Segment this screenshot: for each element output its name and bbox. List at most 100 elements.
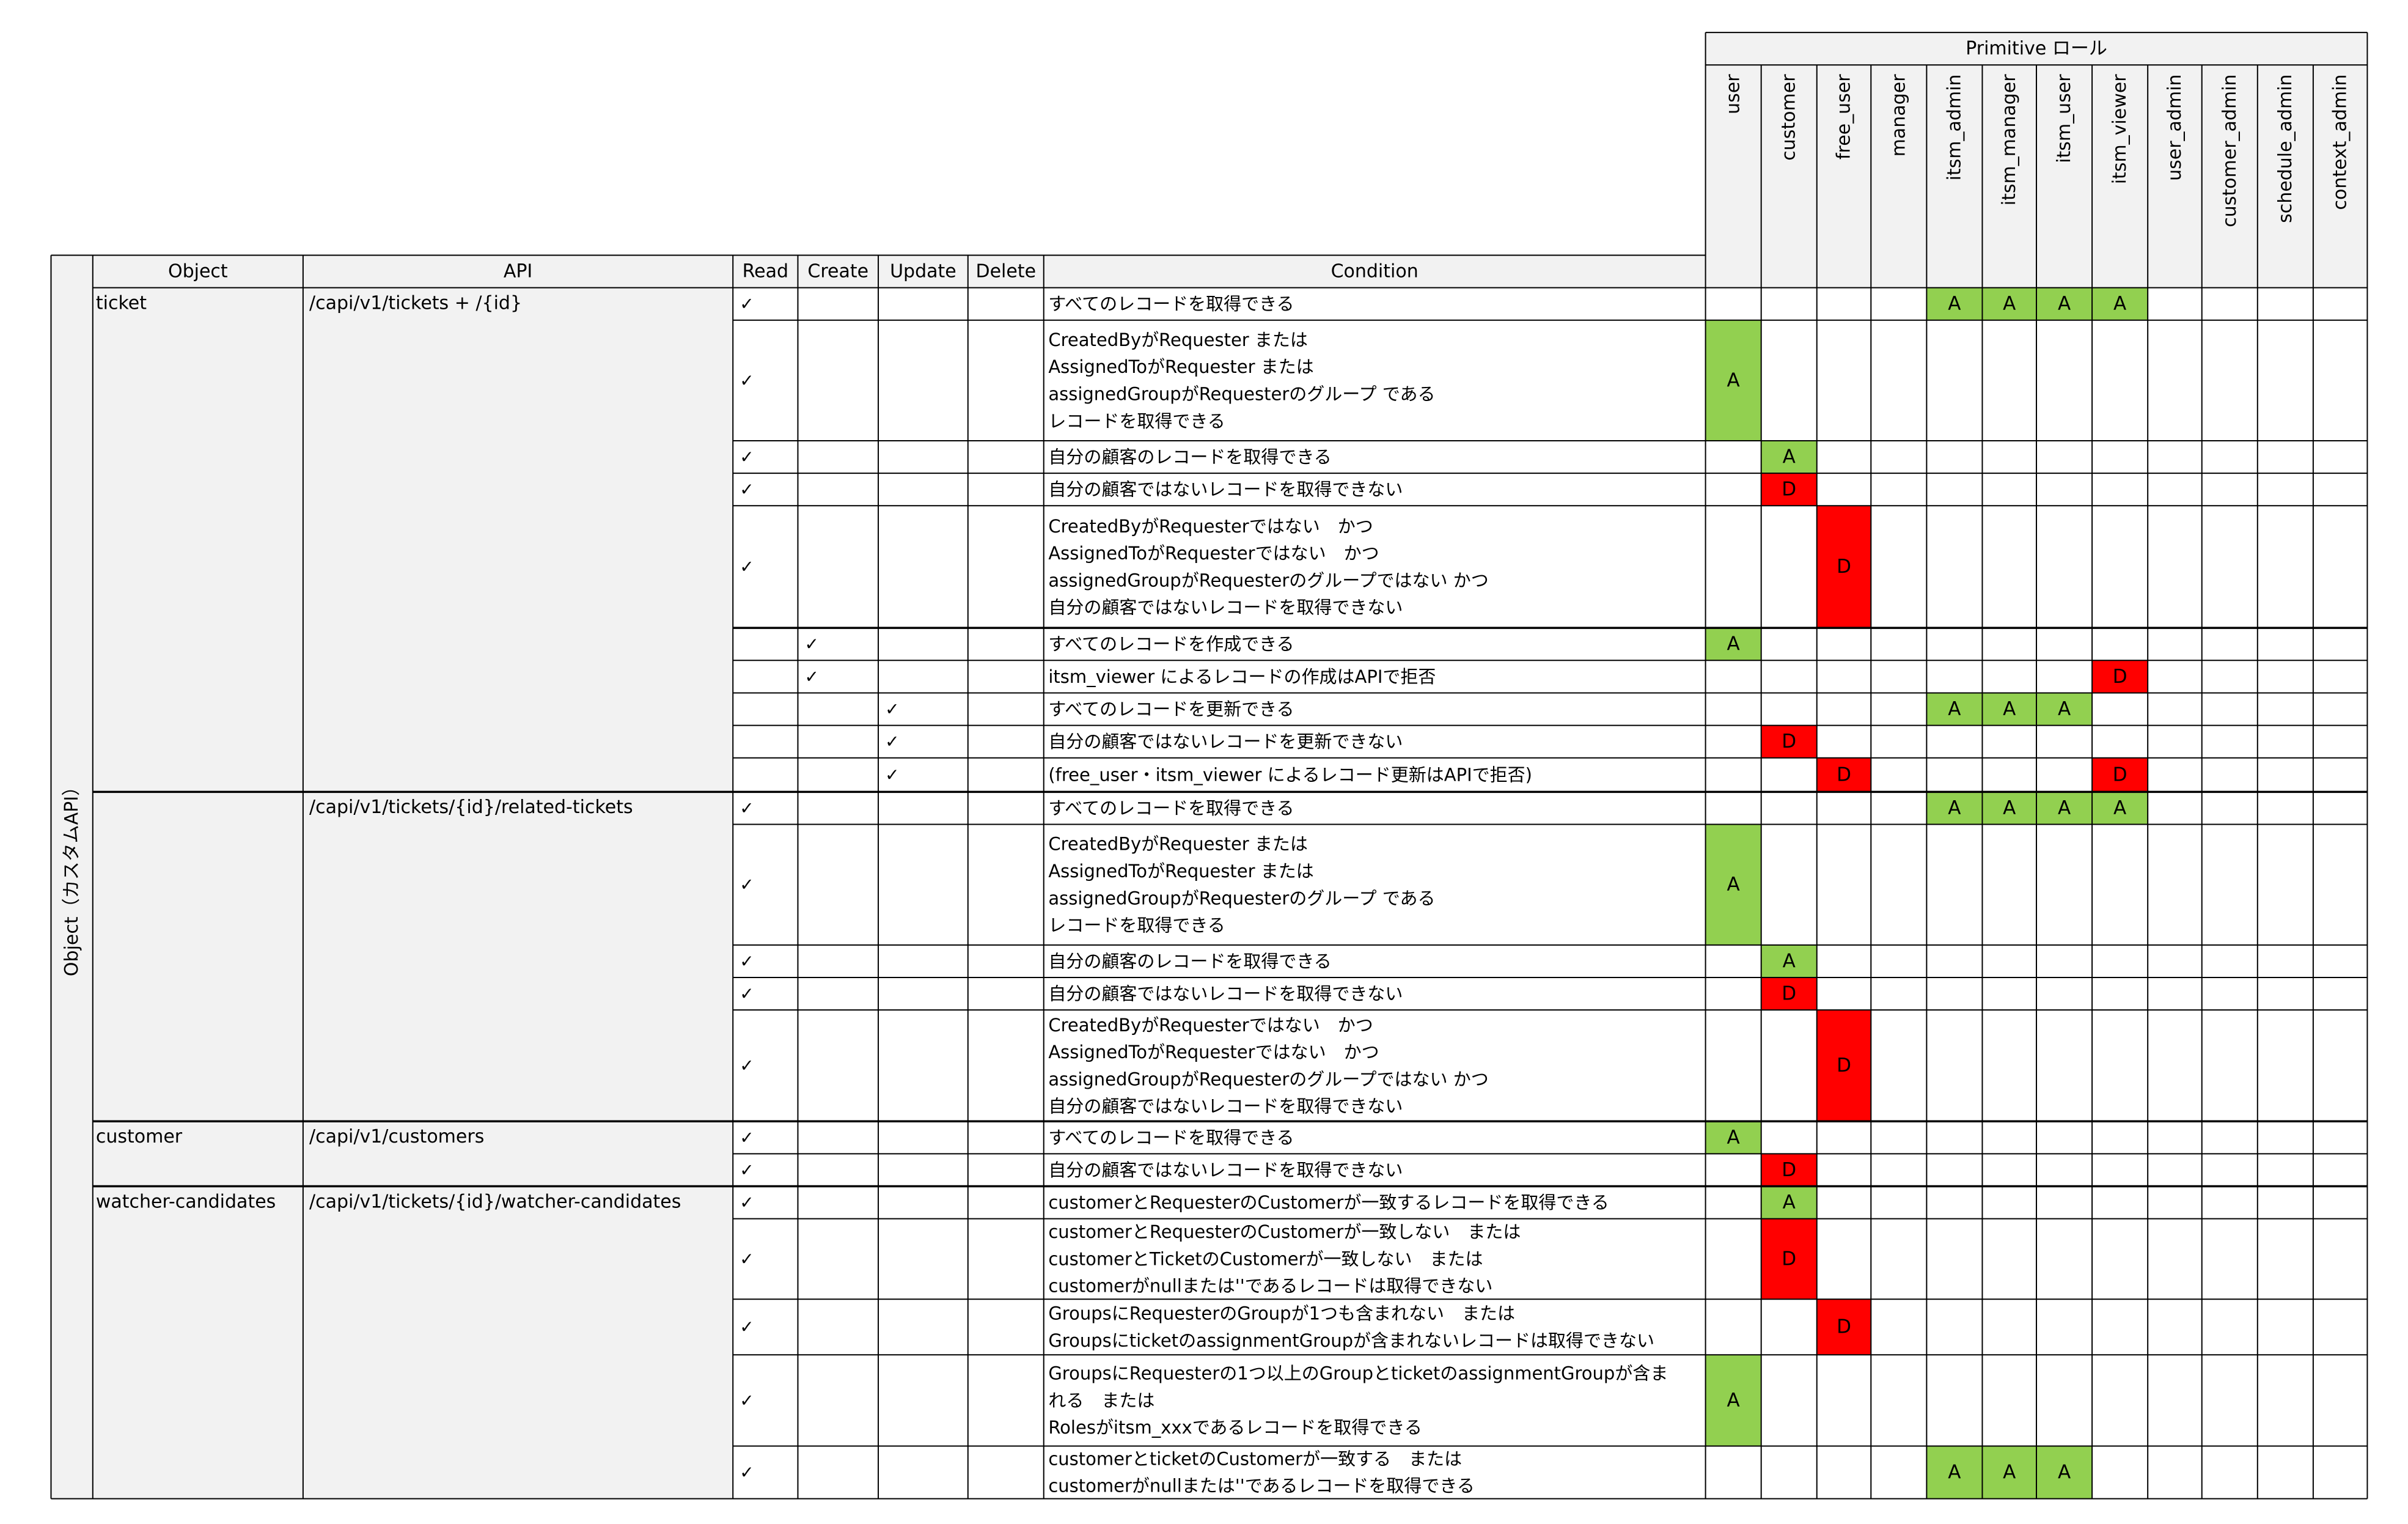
perm-value: D <box>2113 764 2127 786</box>
perm-cell-user <box>1705 628 1761 661</box>
perm-cell-free_user <box>1816 506 1871 628</box>
condition-text: 自分の顧客のレコードを取得できる <box>1048 447 1331 468</box>
perm-value: A <box>2113 797 2126 819</box>
condition-text: レコードを取得できる <box>1048 411 1225 432</box>
role-header-context_admin: context_admin <box>2330 74 2351 210</box>
crud-check: ✓ <box>740 984 754 1004</box>
condition-text: CreatedByがRequesterではない かつ <box>1048 516 1373 537</box>
side-label-band <box>51 255 93 1499</box>
condition-text: itsm_viewer によるレコードの作成はAPIで拒否 <box>1048 666 1436 687</box>
perm-cell-itsm_user <box>2036 1446 2093 1499</box>
perm-value: D <box>1837 1316 1851 1338</box>
object-api-band <box>92 792 733 1122</box>
crud-check: ✓ <box>805 634 819 654</box>
role-header-manager: manager <box>1888 74 1909 157</box>
condition-text: AssignedToがRequester または <box>1048 356 1313 377</box>
perm-value: A <box>1727 874 1740 896</box>
perm-value: A <box>1948 293 1961 315</box>
col-header-create: Create <box>807 261 868 282</box>
perm-cell-customer <box>1761 977 1817 1010</box>
condition-text: customerがnullまたは''であるレコードを取得できる <box>1048 1476 1475 1496</box>
perm-value: A <box>1727 1390 1740 1412</box>
crud-check: ✓ <box>740 951 754 971</box>
perm-cell-customer <box>1761 473 1817 506</box>
crud-check: ✓ <box>740 798 754 818</box>
perm-cell-user <box>1705 320 1761 441</box>
crud-check: ✓ <box>740 479 754 499</box>
role-header-customer: customer <box>1778 74 1800 161</box>
object-name: customer <box>96 1126 183 1147</box>
condition-text: 自分の顧客ではないレコードを更新できない <box>1048 731 1403 752</box>
perm-cell-itsm_manager <box>1982 1446 2037 1499</box>
perm-value: D <box>1837 1055 1851 1077</box>
perm-cell-itsm_manager <box>1982 287 2037 320</box>
condition-text: customerとRequesterのCustomerが一致しない または <box>1048 1221 1521 1242</box>
perm-value: A <box>2003 698 2016 720</box>
condition-text: CreatedByがRequesterではない かつ <box>1048 1015 1373 1036</box>
perm-value: A <box>2058 797 2071 819</box>
api-path: /capi/v1/tickets + /{id} <box>309 292 522 314</box>
perm-cell-itsm_admin <box>1926 792 1983 825</box>
perm-value: A <box>2113 293 2126 315</box>
perm-value: D <box>1782 731 1796 753</box>
condition-text: assignedGroupがRequesterのグループ である <box>1048 888 1435 908</box>
perm-cell-customer <box>1761 725 1817 758</box>
col-header-read: Read <box>743 261 788 282</box>
crud-check: ✓ <box>740 447 754 467</box>
object-api-band <box>92 1186 733 1499</box>
condition-text: すべてのレコードを取得できる <box>1048 798 1294 819</box>
perm-value: A <box>2058 293 2071 315</box>
crud-check: ✓ <box>740 1127 754 1147</box>
perm-value: D <box>1837 556 1851 578</box>
perm-cell-itsm_viewer <box>2092 792 2148 825</box>
condition-text: 自分の顧客ではないレコードを取得できない <box>1048 479 1403 500</box>
condition-text: CreatedByがRequester または <box>1048 834 1308 855</box>
crud-check: ✓ <box>740 1193 754 1213</box>
condition-text: assignedGroupがRequesterのグループではない かつ <box>1048 1069 1488 1089</box>
crud-check: ✓ <box>740 370 754 391</box>
crud-check: ✓ <box>740 1249 754 1269</box>
crud-check: ✓ <box>740 294 754 314</box>
condition-text: Rolesがitsm_xxxであるレコードを取得できる <box>1048 1417 1422 1438</box>
condition-text: GroupsにRequesterの1つ以上のGroupとticketのassig… <box>1048 1363 1668 1384</box>
perm-cell-customer <box>1761 1154 1817 1187</box>
perm-cell-user <box>1705 1121 1761 1154</box>
col-header-delete: Delete <box>975 261 1036 282</box>
role-header-free_user: free_user <box>1834 74 1855 160</box>
role-header-user: user <box>1723 74 1744 114</box>
perm-value: A <box>2003 1462 2016 1484</box>
perm-value: A <box>2058 698 2071 720</box>
perm-value: D <box>2113 666 2127 688</box>
perm-cell-itsm_admin <box>1926 287 1983 320</box>
crud-check: ✓ <box>740 557 754 577</box>
perm-value: A <box>1948 797 1961 819</box>
object-api-band <box>92 287 733 792</box>
role-header-itsm_manager: itsm_manager <box>1999 74 2020 205</box>
primitive-role-header: Primitive ロール <box>1966 38 2107 59</box>
condition-text: 自分の顧客ではないレコードを取得できない <box>1048 1160 1403 1180</box>
condition-text: customerとTicketのCustomerが一致しない または <box>1048 1248 1483 1269</box>
object-api-band <box>92 1121 733 1187</box>
condition-text: 自分の顧客のレコードを取得できる <box>1048 951 1331 971</box>
condition-text: すべてのレコードを取得できる <box>1048 293 1294 314</box>
condition-text: assignedGroupがRequesterのグループではない かつ <box>1048 570 1488 591</box>
perm-value: A <box>1727 369 1740 391</box>
perm-value: D <box>1782 983 1796 1005</box>
perm-cell-itsm_manager <box>1982 693 2037 726</box>
condition-text: AssignedToがRequesterではない かつ <box>1048 543 1379 564</box>
perm-cell-free_user <box>1816 1299 1871 1355</box>
col-header-update: Update <box>890 261 956 282</box>
api-path: /capi/v1/tickets/{id}/watcher-candidates <box>309 1191 681 1212</box>
object-name: ticket <box>96 292 147 314</box>
perm-value: D <box>1837 764 1851 786</box>
perm-cell-itsm_admin <box>1926 693 1983 726</box>
perm-cell-itsm_manager <box>1982 792 2037 825</box>
condition-text: CreatedByがRequester または <box>1048 329 1308 350</box>
perm-cell-free_user <box>1816 1010 1871 1122</box>
perm-value: A <box>1727 633 1740 655</box>
perm-cell-itsm_user <box>2036 792 2093 825</box>
role-header-itsm_admin: itsm_admin <box>1944 74 1965 180</box>
perm-value: A <box>1727 1127 1740 1149</box>
crud-check: ✓ <box>740 1160 754 1180</box>
perm-value: D <box>1782 479 1796 501</box>
